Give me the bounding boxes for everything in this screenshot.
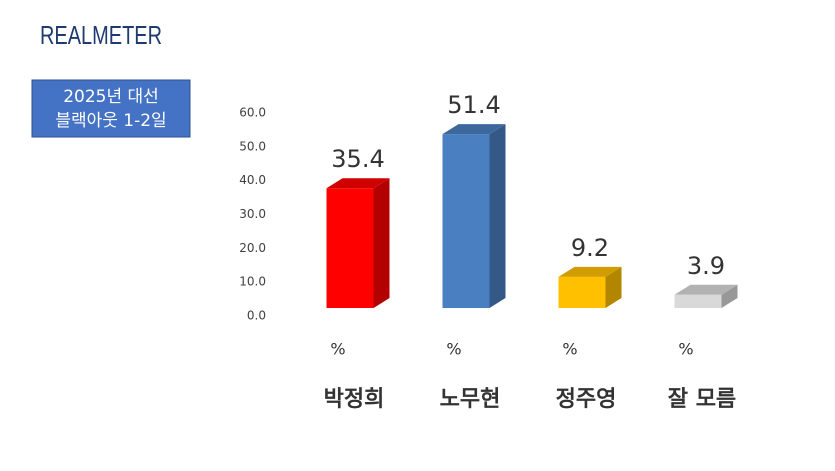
bar-top: [558, 266, 622, 277]
bar-top: [442, 124, 506, 135]
value-label: 51.4: [447, 91, 500, 119]
subtitle: 블랙아웃 1-2일: [55, 111, 166, 131]
unit-label: %: [330, 340, 345, 359]
unit-label: %: [446, 340, 461, 359]
bar: [674, 294, 722, 308]
y-tick-label: 50.0: [239, 139, 266, 153]
y-tick-label: 0.0: [247, 309, 266, 323]
subtitle: 2025년 대선: [63, 87, 159, 107]
subtitle-box: [31, 79, 191, 138]
value-label: 9.2: [571, 234, 609, 262]
x-tick-label: 잘 모름: [668, 387, 736, 412]
unit-label: %: [562, 340, 577, 359]
bar: [442, 134, 490, 308]
y-tick-label: 20.0: [239, 241, 266, 255]
y-tick-label: 60.0: [239, 106, 266, 120]
value-label: 3.9: [687, 252, 725, 280]
bar-top: [674, 284, 738, 295]
bar-side: [489, 124, 506, 308]
bar: [558, 276, 606, 308]
brand: REALMETER: [40, 20, 162, 50]
value-label: 35.4: [331, 145, 384, 173]
y-tick-label: 10.0: [239, 275, 266, 289]
bar: [326, 188, 374, 308]
x-tick-label: 정주영: [556, 387, 617, 412]
unit-label: %: [678, 340, 693, 359]
bar-side: [373, 178, 390, 308]
x-tick-label: 박정희: [324, 387, 385, 412]
y-tick-label: 30.0: [239, 207, 266, 221]
bar-top: [326, 178, 390, 189]
bar-side: [721, 284, 738, 308]
x-tick-label: 노무현: [440, 387, 501, 412]
y-tick-label: 40.0: [239, 173, 266, 187]
bar-side: [605, 266, 622, 308]
